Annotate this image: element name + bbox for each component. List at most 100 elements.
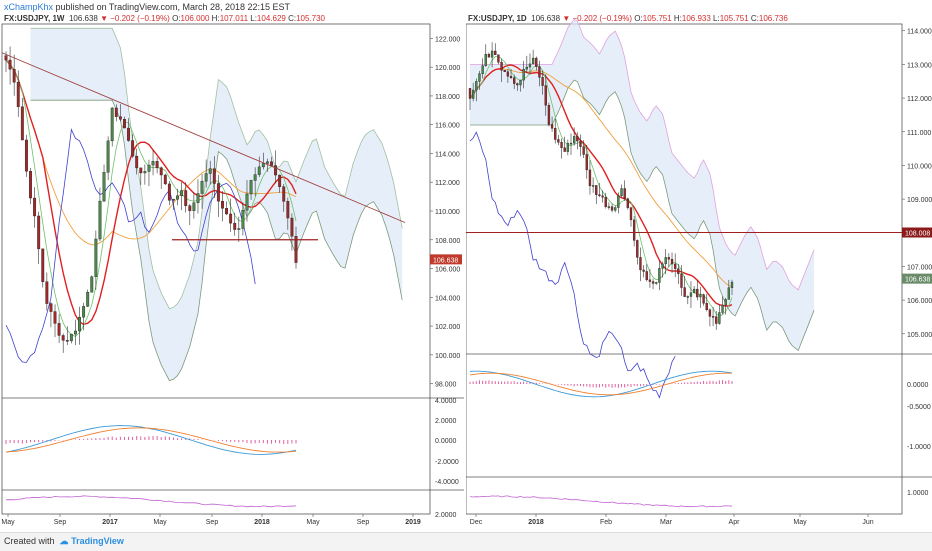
daily-chart-canvas[interactable]: 114.000 113.000 112.000 111.000 110.000 109.0… <box>466 14 932 528</box>
y-tick-label: 104.000 <box>435 295 460 302</box>
weekly-chart-canvas[interactable]: 122.000 120.000 118.000 116.000 114.000 112.0… <box>0 14 464 528</box>
chikou-span-line <box>469 131 676 399</box>
candle-body <box>143 171 147 174</box>
candle-body <box>569 142 573 145</box>
candle-body <box>588 169 592 187</box>
candle-body <box>500 62 503 71</box>
candle-body <box>680 273 683 288</box>
senkou-span-a <box>30 27 403 310</box>
candle-body <box>172 199 175 201</box>
tenkan-sen-line <box>469 55 733 317</box>
candle-body <box>487 53 491 58</box>
candle-body <box>106 140 110 173</box>
x-tick-label: Feb <box>600 519 612 526</box>
candle-body <box>576 136 579 142</box>
candle-body <box>20 106 24 141</box>
candle-body <box>598 194 601 197</box>
y-tick-label: 116.000 <box>435 123 460 130</box>
daily-legend: FX:USDJPY, 1D 106.638 ▼ −0.202 (−0.19%) … <box>468 14 788 23</box>
y-tick-label: 122.000 <box>435 36 460 43</box>
candle-body <box>585 154 588 171</box>
created-with-text: Created with <box>4 536 55 547</box>
y-tick-label: 110.000 <box>907 163 932 170</box>
candle-body <box>513 77 516 84</box>
candle-body <box>535 57 538 67</box>
candle-body <box>689 292 693 297</box>
moving-average-line <box>5 59 297 246</box>
candle-body <box>664 257 667 265</box>
candle-body <box>73 330 77 335</box>
macd-tick-label: -4.0000 <box>435 479 459 486</box>
candle-body <box>127 127 130 141</box>
open-value: 105.751 <box>642 14 672 23</box>
x-tick-label: 2018 <box>254 519 270 526</box>
candle-body <box>490 50 494 58</box>
candle-body <box>591 185 595 187</box>
candle-body <box>257 166 261 175</box>
candle-body <box>573 136 576 144</box>
candle-body <box>33 197 37 217</box>
candle-body <box>667 257 671 260</box>
candle-body <box>503 70 506 72</box>
y-tick-label: 108.000 <box>435 238 460 245</box>
candle-body <box>216 183 220 202</box>
publish-header: xChampKhx published on TradingView.com, … <box>0 0 932 14</box>
candle-body <box>61 335 65 341</box>
symbol-label[interactable]: FX:USDJPY, 1W <box>4 14 65 23</box>
candle-body <box>90 276 94 293</box>
candle-body <box>544 85 547 106</box>
candle-body <box>538 66 541 78</box>
close-value: 106.736 <box>758 14 788 23</box>
candle-body <box>699 294 702 298</box>
candle-body <box>253 174 257 181</box>
candle-body <box>481 65 484 74</box>
candle-body <box>683 287 686 297</box>
change-value: −0.202 (−0.19%) <box>572 14 633 23</box>
candle-body <box>528 63 532 68</box>
chart-frame <box>1 23 431 515</box>
x-tick-label: May <box>153 519 167 526</box>
y-tick-label: 106.000 <box>435 267 460 274</box>
y-tick-label: 114.000 <box>907 29 932 36</box>
x-tick-label: May <box>1 519 15 526</box>
candle-body <box>176 195 179 200</box>
candle-body <box>642 269 645 272</box>
candle-body <box>604 197 607 207</box>
candle-body <box>8 59 12 70</box>
candle-body <box>114 107 118 117</box>
candle-body <box>620 188 623 196</box>
candle-body <box>274 165 278 176</box>
candle-body <box>286 201 290 219</box>
moving-average-line <box>469 68 733 288</box>
candle-body <box>692 288 696 293</box>
candle-body <box>212 168 216 184</box>
macd-tick-label: -1.0000 <box>907 444 931 451</box>
candle-body <box>651 281 655 284</box>
candle-body <box>208 168 212 174</box>
candle-body <box>674 263 677 269</box>
candle-body <box>566 143 570 152</box>
candle-body <box>270 161 273 166</box>
candle-body <box>632 219 636 241</box>
y-tick-label: 112.000 <box>907 96 932 103</box>
candle-body <box>204 173 208 182</box>
oscillator-line <box>469 495 733 508</box>
open-value: 106.000 <box>180 14 210 23</box>
candle-body <box>37 215 41 250</box>
candle-body <box>229 213 233 224</box>
publisher-username[interactable]: xChampKhx <box>4 2 54 12</box>
symbol-label[interactable]: FX:USDJPY, 1D <box>468 14 527 23</box>
level-price-tag <box>902 227 932 238</box>
daily-chart-panel: FX:USDJPY, 1D 106.638 ▼ −0.202 (−0.19%) … <box>466 14 932 528</box>
low-value: 105.751 <box>719 14 749 23</box>
candle-body <box>196 193 200 203</box>
candle-body <box>525 66 528 70</box>
candle-body <box>24 139 28 172</box>
candle-body <box>478 73 481 82</box>
candle-body <box>677 268 680 274</box>
candle-body <box>708 309 712 317</box>
x-tick-label: Mar <box>660 519 673 526</box>
candle-body <box>49 303 53 312</box>
tradingview-brand[interactable]: TradingView <box>71 536 124 547</box>
candle-body <box>471 89 475 99</box>
